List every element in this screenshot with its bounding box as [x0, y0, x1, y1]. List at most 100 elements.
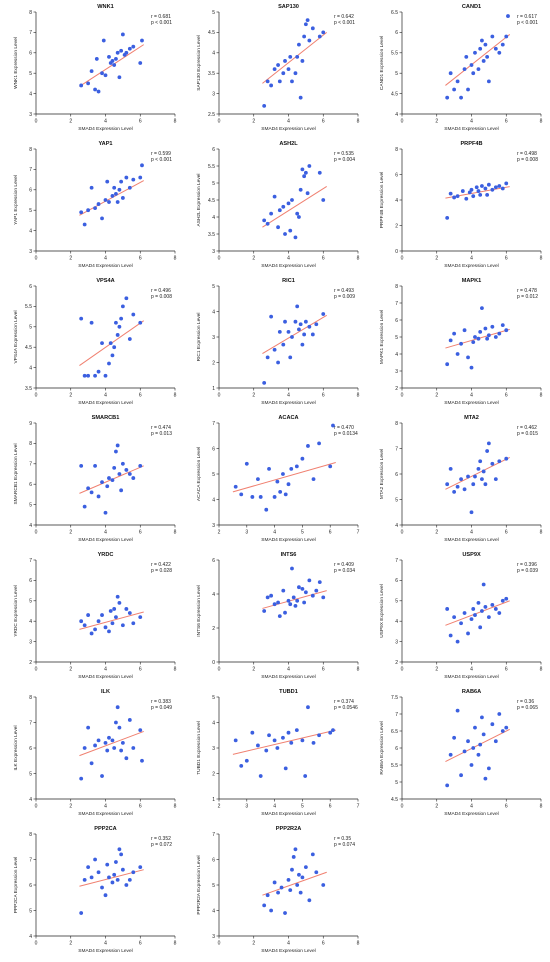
data-point	[293, 604, 298, 608]
data-point	[110, 353, 115, 358]
data-point	[307, 324, 312, 329]
data-point	[455, 79, 460, 84]
data-point	[262, 103, 267, 108]
data-point	[117, 187, 122, 192]
data-point	[303, 590, 308, 595]
data-point	[114, 320, 118, 325]
data-point	[486, 182, 491, 187]
data-point	[119, 179, 124, 184]
data-point	[272, 738, 277, 743]
data-point	[497, 184, 502, 188]
data-point	[305, 191, 310, 196]
data-point	[321, 198, 326, 202]
x-tick-label: 8	[357, 119, 360, 125]
data-point	[131, 177, 136, 182]
regression-line	[232, 462, 336, 493]
panel-title: SMARCB1	[92, 415, 120, 421]
data-point	[476, 336, 481, 341]
y-tick-label: 0	[395, 249, 398, 255]
data-point	[119, 852, 124, 857]
p-value-label: p = 0.0134	[334, 431, 358, 437]
data-point	[504, 328, 509, 333]
r-value-label: r = 0.422	[151, 562, 171, 568]
y-tick-label: 8	[29, 147, 32, 153]
data-point	[283, 59, 287, 63]
data-point	[138, 320, 143, 325]
data-point	[307, 898, 312, 903]
r-value-label: r = 0.681	[151, 14, 171, 20]
data-point	[314, 322, 319, 327]
y-tick-label: 5	[29, 71, 32, 77]
y-tick-label: 5	[212, 695, 215, 701]
data-point	[471, 71, 476, 76]
data-point	[265, 355, 270, 360]
p-value-label: p = 0.012	[517, 294, 538, 300]
y-tick-label: 3	[212, 91, 215, 97]
y-tick-label: 8	[29, 832, 32, 838]
scatter-panel-vps4a: VPS4A 0 2 4 6 8 3.5 4 4.5 5 5.5 6 SMAD4 Expression L…	[13, 278, 177, 406]
x-tick-label: 6	[139, 393, 142, 399]
data-point	[281, 588, 286, 593]
x-tick-label: 0	[218, 256, 221, 262]
x-tick-label: 0	[35, 667, 38, 673]
data-point	[295, 304, 300, 309]
data-point	[331, 423, 335, 428]
data-point	[110, 194, 115, 198]
data-point	[290, 867, 294, 872]
x-tick-label: 2	[252, 256, 255, 262]
data-point	[131, 746, 136, 750]
x-tick-label: 2	[69, 941, 72, 947]
x-axis-label: SMAD4 Expression Level	[444, 126, 498, 132]
data-point	[500, 729, 505, 733]
data-point	[471, 340, 476, 344]
data-point	[269, 593, 274, 598]
y-tick-label: 4.5	[208, 30, 215, 36]
y-tick-label: 8	[395, 147, 398, 153]
data-point	[281, 71, 286, 76]
data-point	[480, 715, 484, 720]
data-point	[448, 752, 453, 757]
scatter-panel-sap130: SAP130 0 2 4 6 8 2.5 3 3.5 4 4.5 5 SMAD4 Expression …	[196, 4, 360, 132]
data-point	[300, 875, 305, 880]
data-point	[460, 189, 465, 193]
data-point	[298, 187, 303, 192]
data-point	[127, 718, 132, 722]
x-tick-label: 6	[322, 393, 325, 399]
y-tick-label: 7	[29, 720, 32, 726]
regression-line	[262, 314, 327, 355]
r-value-label: r = 0.478	[517, 288, 537, 294]
data-point	[448, 338, 453, 343]
data-point	[269, 83, 274, 88]
x-tick-label: 4	[273, 530, 276, 536]
data-point	[466, 631, 470, 636]
p-value-label: p = 0.008	[151, 294, 172, 300]
x-tick-label: 4	[287, 119, 290, 125]
y-tick-label: 6	[29, 51, 32, 57]
data-point	[473, 725, 477, 730]
y-tick-label: 5	[29, 771, 32, 777]
data-point	[264, 748, 269, 753]
panel-title: MAPK1	[462, 278, 482, 284]
x-tick-label: 8	[357, 256, 360, 262]
data-point	[303, 319, 308, 324]
data-point	[269, 211, 274, 216]
data-point	[114, 57, 118, 61]
x-tick-label: 4	[273, 804, 276, 810]
data-point	[262, 903, 267, 908]
data-point	[115, 705, 120, 710]
data-point	[124, 296, 129, 301]
data-point	[303, 774, 308, 778]
x-tick-label: 2	[69, 530, 72, 536]
data-point	[298, 95, 303, 100]
x-tick-label: 2	[435, 667, 438, 673]
x-tick-label: 8	[540, 256, 543, 262]
y-axis-label: ASH2L Expression Level	[196, 174, 202, 227]
data-point	[445, 362, 450, 367]
data-point	[485, 193, 490, 197]
data-point	[89, 69, 94, 74]
data-point	[291, 595, 296, 600]
y-tick-label: 5	[395, 780, 398, 786]
data-point	[96, 619, 101, 624]
y-tick-label: 5	[29, 208, 32, 214]
data-point	[107, 200, 111, 204]
